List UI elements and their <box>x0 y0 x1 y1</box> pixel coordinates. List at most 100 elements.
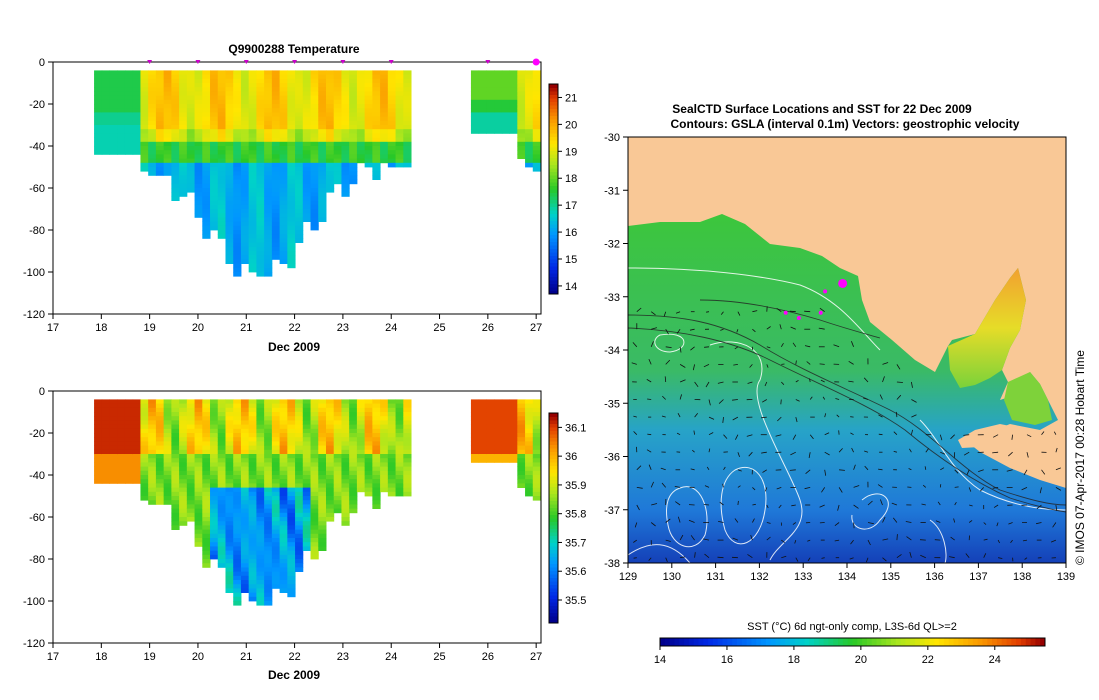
heatmap-cell <box>217 445 226 451</box>
heatmap-cell <box>256 433 265 438</box>
heatmap-cell <box>403 433 412 438</box>
heatmap-cell <box>256 462 265 467</box>
heatmap-cell <box>501 441 511 446</box>
heatmap-cell <box>287 533 296 539</box>
heatmap-cell <box>179 496 188 501</box>
heatmap-cell <box>287 242 296 248</box>
heatmap-cell <box>163 445 172 451</box>
velocity-vector <box>792 522 797 525</box>
heatmap-cell <box>233 521 242 526</box>
heatmap-cell <box>148 133 157 138</box>
heatmap-cell <box>202 125 211 130</box>
heatmap-cell <box>240 470 250 476</box>
heatmap-cell <box>341 428 350 434</box>
heatmap-cell <box>217 112 226 117</box>
heatmap-cell <box>341 133 350 138</box>
heatmap-cell <box>264 137 273 143</box>
heatmap-cell <box>256 449 265 455</box>
heatmap-cell <box>225 129 234 134</box>
heatmap-cell <box>202 521 211 526</box>
heatmap-cell <box>271 116 281 122</box>
velocity-vector <box>954 501 957 506</box>
heatmap-cell <box>256 466 265 472</box>
heatmap-cell <box>318 108 327 113</box>
heatmap-cell <box>140 479 149 484</box>
heatmap-cell <box>233 246 242 252</box>
heatmap-cell <box>380 458 389 463</box>
heatmap-cell <box>256 238 265 243</box>
heatmap-cell <box>310 179 319 185</box>
heatmap-cell <box>163 129 172 134</box>
heatmap-cell <box>225 458 234 463</box>
heatmap-cell <box>532 141 541 147</box>
colorbar-tick-label: 35.9 <box>565 480 586 492</box>
heatmap-cell <box>248 137 257 143</box>
heatmap-cell <box>101 403 111 409</box>
heatmap-cell <box>240 500 250 505</box>
heatmap-cell <box>486 112 495 117</box>
colorbar-segment <box>549 185 558 190</box>
heatmap-cell <box>210 204 219 210</box>
heatmap-cell <box>225 83 234 88</box>
heatmap-cell <box>225 554 234 560</box>
heatmap-cell <box>217 141 226 147</box>
heatmap-cell <box>271 133 281 138</box>
heatmap-cell <box>310 533 319 539</box>
colorbar-segment <box>549 504 558 508</box>
heatmap-cell <box>233 70 242 75</box>
heatmap-cell <box>486 70 495 75</box>
heatmap-cell <box>279 112 288 117</box>
heatmap-cell <box>124 479 134 484</box>
heatmap-cell <box>325 108 335 113</box>
heatmap-cell <box>240 112 250 117</box>
velocity-vector <box>736 329 739 333</box>
heatmap-cell <box>179 78 188 84</box>
heatmap-cell <box>486 403 495 409</box>
heatmap-cell <box>387 95 397 101</box>
heatmap-cell <box>364 91 373 96</box>
heatmap-cell <box>470 83 480 88</box>
heatmap-cell <box>403 424 412 430</box>
velocity-vector <box>791 504 796 507</box>
heatmap-cell <box>525 479 534 484</box>
colorbar-segment <box>549 612 558 617</box>
heatmap-cell <box>163 74 172 80</box>
heatmap-cell <box>202 99 211 105</box>
heatmap-cell <box>171 196 180 201</box>
heatmap-cell <box>217 500 226 505</box>
heatmap-cell <box>217 420 226 425</box>
heatmap-cell <box>271 104 281 109</box>
heatmap-cell <box>186 403 196 409</box>
heatmap-cell <box>395 445 404 451</box>
heatmap-cell <box>179 403 188 409</box>
velocity-vector <box>836 414 840 418</box>
heatmap-cell <box>478 120 487 126</box>
heatmap-cell <box>194 470 203 476</box>
heatmap-cell <box>94 470 103 476</box>
heatmap-cell <box>225 412 234 417</box>
heatmap-cell <box>233 454 242 459</box>
heatmap-cell <box>509 412 518 417</box>
heatmap-cell <box>295 567 304 572</box>
heatmap-cell <box>217 167 226 172</box>
sst-colorbar-segment <box>823 638 829 646</box>
heatmap-cell <box>101 87 111 92</box>
heatmap-cell <box>194 179 203 185</box>
heatmap-cell <box>132 466 141 472</box>
sst-colorbar-segment <box>982 638 988 646</box>
heatmap-cell <box>132 125 141 130</box>
heatmap-cell <box>341 500 350 505</box>
heatmap-cell <box>256 251 265 256</box>
heatmap-cell <box>295 466 304 472</box>
heatmap-cell <box>341 175 350 180</box>
heatmap-cell <box>256 158 265 164</box>
heatmap-cell <box>532 475 541 480</box>
sst-colorbar-tick-label: 24 <box>989 654 1001 666</box>
heatmap-cell <box>171 125 180 130</box>
heatmap-cell <box>240 504 250 509</box>
heatmap-cell <box>271 74 281 80</box>
heatmap-cell <box>210 116 219 122</box>
heatmap-cell <box>233 508 242 514</box>
heatmap-cell <box>264 129 273 134</box>
